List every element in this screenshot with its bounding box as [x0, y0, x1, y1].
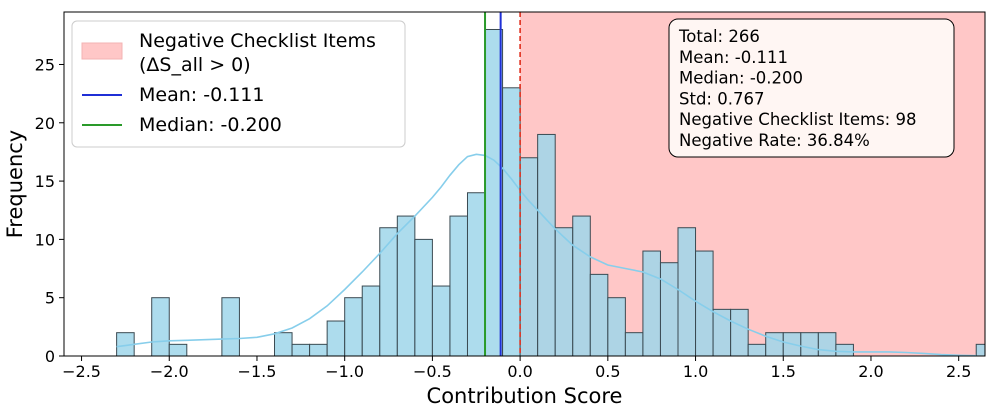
- y-tick-label: 10: [35, 230, 55, 249]
- stats-box-frame: [668, 18, 955, 158]
- axes-frame: [63, 11, 986, 357]
- legend-swatch-negative: [81, 42, 123, 60]
- axes: −2.5 −2.0 −1.5 −1.0 −0.5 0.0 0.5 1.0 1.5 2.0 2.5 0 5…: [3, 11, 986, 408]
- y-tick-label: 0: [45, 347, 55, 366]
- histogram-bar: [326, 320, 346, 356]
- histogram-bar: [589, 273, 609, 356]
- histogram-bar: [765, 332, 784, 356]
- histogram-bar: [519, 157, 539, 356]
- x-axis-title: Contribution Score: [427, 384, 623, 408]
- x-tick-label: −0.5: [413, 362, 452, 381]
- histogram-bar: [396, 215, 416, 356]
- histogram-bar: [800, 332, 819, 356]
- histogram-bar: [466, 192, 486, 356]
- histogram-bar: [817, 332, 837, 356]
- x-tick-label: −2.5: [62, 362, 101, 381]
- histogram-bar: [274, 332, 293, 356]
- histogram-bar: [747, 343, 767, 356]
- x-tick-label: 0.5: [595, 362, 620, 381]
- stats-box: Total: 266 Mean: -0.111 Median: -0.200Std:…: [668, 18, 955, 158]
- histogram-bar: [624, 332, 644, 356]
- histogram-bar: [414, 238, 433, 356]
- legend-label-negative: Negative Checklist Items: [139, 30, 376, 52]
- histogram-bar: [344, 297, 363, 356]
- x-tick-label: −2.0: [150, 362, 189, 381]
- histogram-bar: [291, 343, 311, 356]
- histogram-bar: [975, 343, 985, 356]
- histogram-bar: [659, 262, 679, 356]
- histogram-bar: [607, 297, 626, 356]
- x-tick-label: 1.0: [683, 362, 708, 381]
- histogram-bar: [502, 87, 521, 356]
- histogram-bar: [835, 343, 854, 356]
- y-tick-label: 15: [35, 172, 55, 191]
- stats-line: Negative Rate: 36.84%: [679, 131, 870, 150]
- x-tick-label: 2.5: [946, 362, 971, 381]
- histogram-bar: [642, 250, 661, 356]
- x-tick-label: 0.0: [507, 362, 532, 381]
- x-tick-label: 1.5: [771, 362, 796, 381]
- y-axis-title: Frequency: [3, 130, 27, 239]
- stats-line: Negative Checklist Items: 98: [679, 110, 917, 129]
- stats-line: Std: 0.767: [679, 89, 764, 108]
- histogram-bar: [151, 297, 170, 356]
- histogram-bar: [572, 215, 591, 356]
- legend: Negative Checklist Items(ΔS_all > 0) Mean…: [71, 20, 406, 148]
- legend-label-median: Median: -0.200: [139, 114, 282, 136]
- histogram-bar: [168, 343, 188, 356]
- legend-label-negative-condition: (ΔS_all > 0): [139, 54, 251, 76]
- x-tick-label: −1.5: [238, 362, 277, 381]
- x-tick-label: 2.0: [858, 362, 883, 381]
- stats-line: Total: 266: [678, 27, 760, 46]
- histogram-bar: [379, 227, 398, 356]
- y-tick-label: 5: [45, 289, 55, 308]
- histogram-bar: [361, 285, 381, 356]
- histogram-bar: [730, 308, 749, 356]
- y-tick-label: 20: [35, 114, 55, 133]
- histogram-bar: [431, 285, 451, 356]
- legend-box: [71, 20, 406, 148]
- histogram-bar: [449, 215, 468, 356]
- y-tick-label: 25: [35, 55, 55, 74]
- histogram-bar: [554, 227, 574, 356]
- histogram-bar: [221, 297, 240, 356]
- stats-line: Mean: -0.111: [679, 48, 788, 67]
- legend-label-mean: Mean: -0.111: [139, 84, 264, 106]
- x-tick-label: −1.0: [325, 362, 364, 381]
- histogram-bar: [309, 343, 328, 356]
- histogram-bar: [537, 133, 556, 356]
- stats-line: Median: -0.200: [679, 69, 803, 88]
